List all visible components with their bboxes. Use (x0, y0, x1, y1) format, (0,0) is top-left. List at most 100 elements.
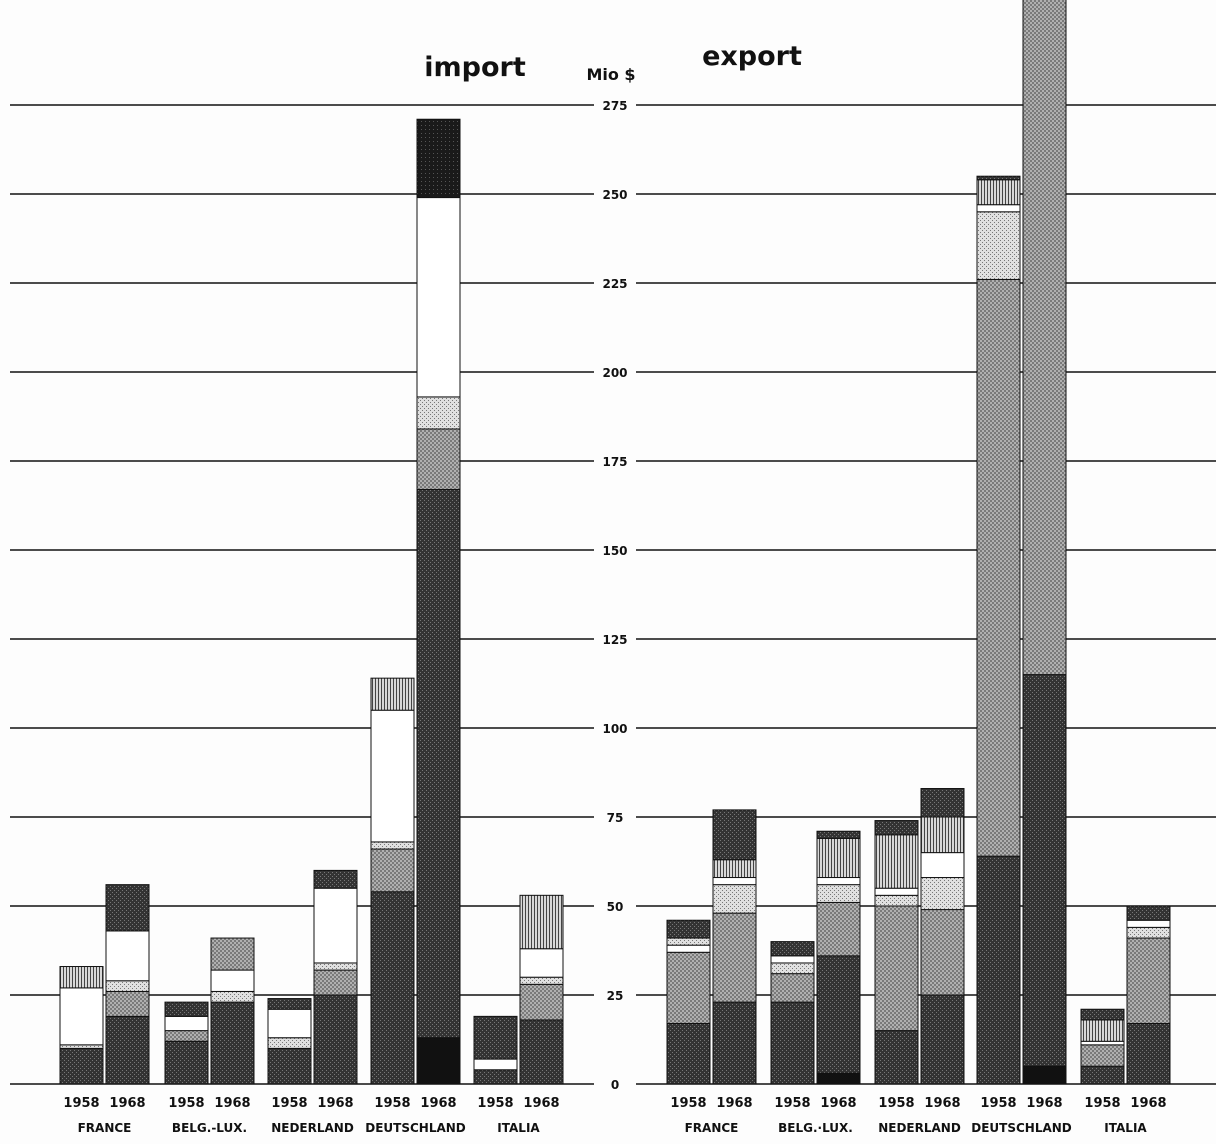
y-tick-label: 200 (602, 366, 627, 380)
export-bar-segment (1080, 1044, 1125, 1067)
import-bar-segment (105, 980, 150, 992)
import-bar-segment (519, 1019, 564, 1085)
export-bar-segment (1022, 0, 1067, 676)
export-year-label: 1968 (716, 1096, 752, 1111)
export-bar-segment (712, 1001, 757, 1085)
export-year-label: 1958 (670, 1096, 706, 1111)
export-bar-segment (666, 937, 711, 946)
export-bar-segment (1080, 1019, 1125, 1042)
export-bar-segment (920, 994, 965, 1085)
y-tick-label: 75 (607, 811, 624, 825)
export-year-label: 1968 (924, 1096, 960, 1111)
export-bar-segment (816, 955, 861, 1074)
import-bar-segment (210, 1001, 255, 1085)
export-bar-segment (712, 912, 757, 1003)
import-bar-segment (416, 197, 461, 398)
export-bar-segment (1126, 919, 1171, 928)
export-bar-segment (1126, 926, 1171, 939)
export-bar-segment (1022, 674, 1067, 1067)
export-year-label: 1958 (1084, 1096, 1120, 1111)
export-bar-segment (976, 855, 1021, 1085)
export-bar-segment (874, 820, 919, 836)
export-bar-segment (976, 179, 1021, 206)
export-bar-segment (816, 884, 861, 903)
import-bar-segment (105, 930, 150, 982)
export-year-label: 1958 (878, 1096, 914, 1111)
import-year-label: 1968 (420, 1096, 456, 1111)
import-bar-segment (416, 428, 461, 490)
y-tick-label: 50 (607, 900, 624, 914)
import-bar-segment (313, 869, 358, 889)
export-year-label: 1968 (1130, 1096, 1166, 1111)
import-bar-segment (370, 709, 415, 843)
import-bar-segment (210, 937, 255, 971)
import-bar-segment (105, 990, 150, 1017)
export-bar-segment (770, 941, 815, 957)
export-bar-segment (1080, 1008, 1125, 1021)
export-country-label: BELG.·LUX. (778, 1121, 853, 1135)
import-bar-segment (370, 677, 415, 711)
import-year-label: 1958 (374, 1096, 410, 1111)
import-year-label: 1968 (523, 1096, 559, 1111)
import-bar-segment (164, 1030, 209, 1042)
export-bar-segment (874, 834, 919, 889)
import-bar-segment (267, 998, 312, 1010)
unit-label: Mio $ (586, 65, 635, 84)
import-bar-segment (519, 983, 564, 1021)
x-axis-labels: 1958 1968 FRANCE 1958 1968 BELG.-LUX. 1958 1968… (63, 1096, 1166, 1135)
export-bar-segment (874, 894, 919, 907)
export-bar-segment (874, 887, 919, 896)
y-tick-label: 275 (602, 99, 627, 113)
export-year-label: 1958 (980, 1096, 1016, 1111)
export-bar-segment (1080, 1065, 1125, 1085)
export-bar-segment (816, 877, 861, 886)
export-bar-segment (770, 955, 815, 964)
y-tick-label: 225 (602, 277, 627, 291)
export-bar-segment (666, 951, 711, 1024)
export-bar-segment (712, 809, 757, 861)
export-bar-segment (874, 1030, 919, 1085)
export-bar-segment (874, 905, 919, 1032)
export-bar-segment (1126, 937, 1171, 1024)
import-year-label: 1968 (109, 1096, 145, 1111)
import-bar-segment (473, 1015, 518, 1060)
import-year-label: 1968 (317, 1096, 353, 1111)
export-country-label: FRANCE (685, 1121, 739, 1135)
export-bar-segment (1022, 1065, 1067, 1085)
y-tick-label: 250 (602, 188, 627, 202)
y-tick-label: 0 (611, 1078, 619, 1092)
import-country-label: FRANCE (78, 1121, 132, 1135)
import-bar-segment (473, 1058, 518, 1071)
import-bar-segment (267, 1008, 312, 1039)
import-bar-segment (59, 1044, 104, 1049)
export-bar-segment (1080, 1040, 1125, 1046)
export-bar-segment (816, 837, 861, 879)
import-year-label: 1958 (63, 1096, 99, 1111)
y-tick-label: 25 (607, 989, 624, 1003)
export-bar-segment (712, 859, 757, 879)
export-year-label: 1958 (774, 1096, 810, 1111)
export-year-label: 1968 (820, 1096, 856, 1111)
export-bar-segment (712, 877, 757, 886)
y-tick-label: 175 (602, 455, 627, 469)
import-bar-segment (164, 1001, 209, 1017)
export-bar-segment (976, 211, 1021, 280)
import-bar-segment (416, 396, 461, 430)
export-country-label: NEDERLAND (878, 1121, 961, 1135)
import-bar-segment (105, 884, 150, 932)
export-bar-segment (770, 962, 815, 975)
import-bar-segment (210, 969, 255, 992)
export-bar-segment (816, 1072, 861, 1085)
import-bar-segment (59, 987, 104, 1046)
import-bar-segment (519, 894, 564, 950)
export-country-label: DEUTSCHLAND (971, 1121, 1072, 1135)
import-bar-segment (59, 1047, 104, 1085)
export-bar-segment (816, 901, 861, 957)
import-bar-segment (313, 994, 358, 1085)
export-bar-segment (666, 944, 711, 953)
import-bar-segment (519, 948, 564, 978)
import-bar-segment (370, 891, 415, 1085)
import-country-label: BELG.-LUX. (172, 1121, 247, 1135)
